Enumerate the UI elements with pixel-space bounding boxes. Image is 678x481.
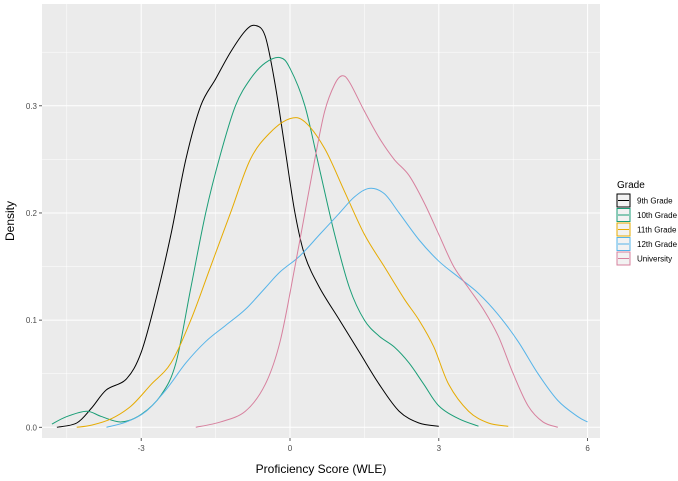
- x-tick-label: -3: [138, 444, 146, 453]
- major-gridlines: [42, 4, 600, 438]
- y-tick-label: 0.1: [26, 316, 38, 325]
- legend-item-10th-grade: 10th Grade: [616, 208, 678, 222]
- y-tick-label: 0.3: [26, 102, 38, 111]
- legend-item-12th-grade: 12th Grade: [616, 237, 678, 251]
- density-curve-11th-grade: [76, 117, 509, 428]
- legend-item-9th-grade: 9th Grade: [616, 193, 673, 208]
- y-axis-title: Density: [3, 201, 17, 241]
- x-tick-label: 6: [585, 444, 590, 453]
- x-tick-label: 3: [437, 444, 442, 453]
- y-tick-label: 0.2: [26, 209, 38, 218]
- density-curve-university: [195, 75, 559, 428]
- legend-title: Grade: [617, 180, 645, 191]
- density-curve-12th-grade: [106, 187, 588, 428]
- legend-label-university: University: [637, 255, 672, 264]
- legend-item-university: University: [616, 251, 672, 266]
- density-curves: [51, 24, 588, 428]
- legend-label-11th-grade: 11th Grade: [637, 226, 677, 235]
- legend-items: 9th Grade 10th Grade 11th Grade 12th Grade U…: [616, 193, 678, 266]
- density-curve-9th-grade: [56, 24, 439, 428]
- x-axis-title: Proficiency Score (WLE): [256, 462, 387, 476]
- legend-item-11th-grade: 11th Grade: [616, 222, 677, 237]
- legend-label-10th-grade: 10th Grade: [637, 211, 678, 220]
- x-tick-label: 0: [288, 444, 293, 453]
- minor-gridlines: [42, 4, 600, 438]
- axes: -3 0 3 6 0.0 0.1 0.2 0.3: [26, 102, 590, 453]
- legend-label-12th-grade: 12th Grade: [637, 240, 678, 249]
- plot-panel: [42, 4, 600, 438]
- legend: Grade 9th Grade 10th Grade 11th Grade 12th …: [616, 180, 678, 266]
- legend-label-9th-grade: 9th Grade: [637, 197, 673, 206]
- y-tick-label: 0.0: [26, 423, 38, 432]
